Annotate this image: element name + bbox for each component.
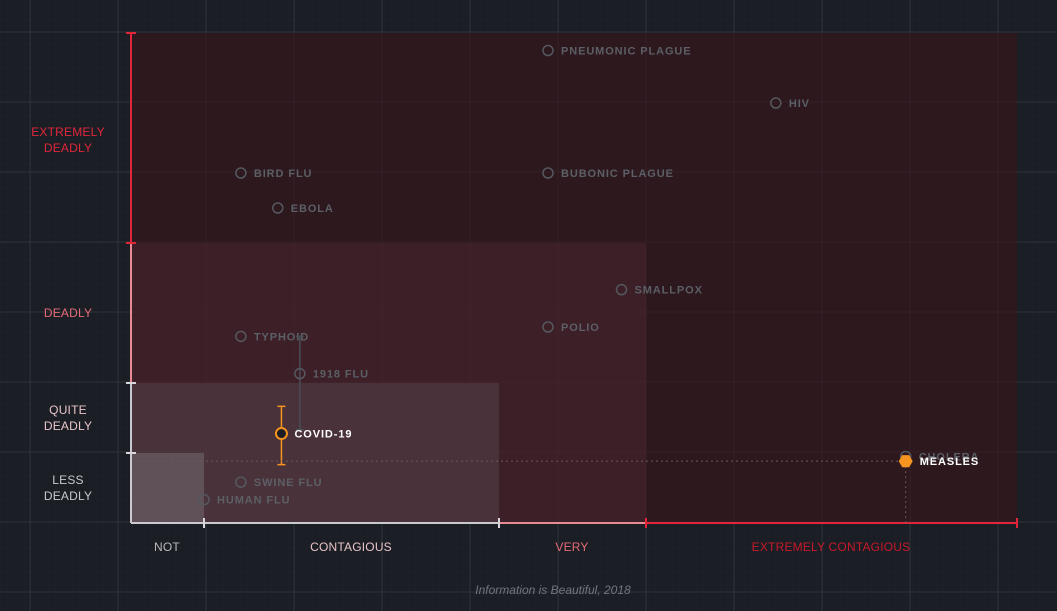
point-marker xyxy=(770,97,782,109)
danger-zones xyxy=(131,33,1017,523)
x-axis-labels: NOT CONTAGIOUS VERY EXTREMELY CONTAGIOUS xyxy=(154,540,910,554)
disease-point: HUMAN FLU xyxy=(198,493,290,507)
zone-quite xyxy=(131,383,499,523)
disease-point: COVID-19 xyxy=(274,405,352,466)
y-category-line: EXTREMELY xyxy=(31,125,105,139)
disease-point: 1918 FLU xyxy=(294,335,369,431)
source-credit: Information is Beautiful, 2018 xyxy=(475,583,631,597)
disease-point: POLIO xyxy=(542,321,600,334)
point-marker xyxy=(272,202,284,214)
y-category-line: DEADLY xyxy=(44,419,92,433)
point-label: PNEUMONIC PLAGUE xyxy=(561,46,692,58)
point-label: COVID-19 xyxy=(294,429,352,441)
disease-point: TYPHOID xyxy=(235,330,309,343)
point-label: 1918 FLU xyxy=(313,369,369,381)
point-label: HUMAN FLU xyxy=(217,495,290,507)
point-marker xyxy=(615,283,628,296)
point-marker xyxy=(198,493,210,506)
disease-point: EBOLA xyxy=(272,202,334,215)
x-category-label: NOT xyxy=(154,540,180,554)
y-category-line: DEADLY xyxy=(44,306,92,320)
point-label: SMALLPOX xyxy=(635,285,703,297)
point-marker xyxy=(294,367,306,380)
y-category-label: DEADLY xyxy=(44,306,92,320)
disease-point: HIV xyxy=(770,97,810,110)
zone-less xyxy=(131,453,204,523)
disease-points: PNEUMONIC PLAGUE HIV BIRD FLU BUBONIC PLAGU… xyxy=(136,44,980,523)
y-category-line: DEADLY xyxy=(44,489,92,503)
point-marker xyxy=(542,321,554,333)
point-marker xyxy=(235,330,247,343)
point-marker xyxy=(542,44,554,57)
disease-point: MEASLES xyxy=(136,455,979,523)
x-category-label: VERY xyxy=(555,540,588,554)
point-label: BIRD FLU xyxy=(254,168,313,180)
point-marker xyxy=(235,167,247,179)
disease-point: SMALLPOX xyxy=(615,283,703,297)
zone-deadly xyxy=(131,243,646,523)
x-category-label: CONTAGIOUS xyxy=(310,540,392,554)
y-category-line: QUITE xyxy=(49,403,87,417)
disease-point: BIRD FLU xyxy=(235,167,313,180)
disease-point: SWINE FLU xyxy=(235,476,323,489)
y-category-label: LESS DEADLY xyxy=(44,473,92,503)
point-marker xyxy=(235,476,247,488)
point-marker xyxy=(898,455,913,468)
disease-point: PNEUMONIC PLAGUE xyxy=(542,44,692,58)
disease-point: BUBONIC PLAGUE xyxy=(542,167,674,180)
y-category-line: DEADLY xyxy=(44,141,92,155)
x-category-label: EXTREMELY CONTAGIOUS xyxy=(752,540,911,554)
y-axis-labels: LESS DEADLY QUITE DEADLY DEADLY EXTREMELY DEAD… xyxy=(31,125,105,503)
point-label: CHOLERA xyxy=(919,452,980,464)
point-marker xyxy=(542,167,554,179)
point-label: EBOLA xyxy=(291,203,334,215)
point-label: HIV xyxy=(789,98,810,110)
point-label: BUBONIC PLAGUE xyxy=(561,168,674,180)
point-label: SWINE FLU xyxy=(254,477,323,489)
point-label: POLIO xyxy=(561,322,600,334)
point-label: MEASLES xyxy=(920,456,979,468)
axes xyxy=(126,32,1018,528)
point-marker xyxy=(274,427,288,441)
y-category-line: LESS xyxy=(52,473,84,487)
y-category-label: EXTREMELY DEADLY xyxy=(31,125,105,155)
point-label: TYPHOID xyxy=(254,331,309,343)
y-category-label: QUITE DEADLY xyxy=(44,403,92,433)
